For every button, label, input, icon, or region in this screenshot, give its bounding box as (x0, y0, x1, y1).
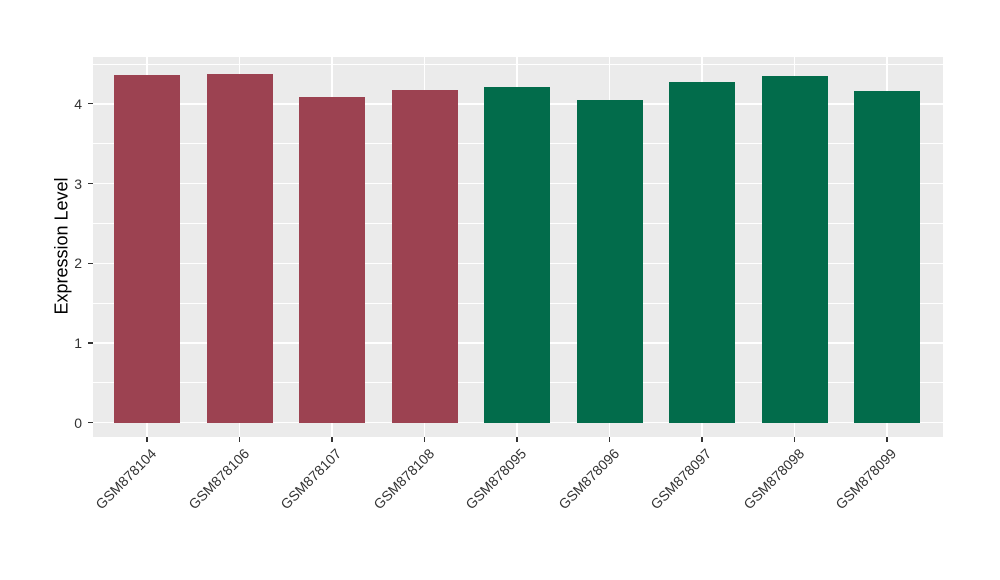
bar-GSM878106 (206, 73, 273, 423)
y-tick-mark (88, 183, 93, 185)
x-tick-label: GSM878097 (647, 445, 715, 513)
x-tick-label: GSM878108 (370, 445, 438, 513)
minor-gridline (93, 63, 943, 65)
x-tick-mark (608, 437, 611, 442)
x-tick-label: GSM878095 (462, 445, 530, 513)
x-tick-mark (146, 437, 148, 442)
y-tick-label: 1 (74, 335, 82, 351)
x-tick-label: GSM878096 (555, 445, 623, 513)
bar-GSM878099 (854, 91, 920, 423)
y-tick-mark (88, 422, 93, 424)
x-tick-mark (701, 437, 703, 442)
y-axis-title: Expression Level (51, 177, 72, 315)
x-tick-mark (238, 437, 241, 442)
bar-GSM878107 (299, 96, 365, 423)
major-gridline (93, 421, 943, 424)
bar-GSM878108 (391, 90, 458, 423)
x-tick-mark (793, 437, 796, 442)
y-tick-mark (88, 262, 93, 264)
y-tick-mark (88, 342, 93, 344)
y-tick-mark (88, 103, 93, 105)
x-tick-label: GSM878098 (740, 445, 808, 513)
y-tick-label: 0 (74, 414, 82, 431)
y-tick-label: 2 (74, 255, 82, 272)
bar-GSM878096 (576, 99, 643, 423)
bar-GSM878104 (114, 75, 180, 423)
plot-panel (93, 57, 943, 437)
x-tick-mark (886, 437, 888, 442)
x-tick-mark (331, 437, 333, 442)
bar-GSM878097 (669, 82, 735, 423)
y-tick-label: 4 (74, 95, 82, 112)
bar-GSM878098 (761, 76, 828, 423)
x-tick-label: GSM878099 (832, 445, 900, 513)
bar-GSM878095 (484, 87, 550, 423)
x-tick-label: GSM878106 (185, 445, 253, 513)
x-tick-label: GSM878104 (92, 445, 160, 513)
x-tick-label: GSM878107 (277, 445, 345, 513)
x-tick-mark (423, 437, 426, 442)
y-tick-label: 3 (74, 175, 82, 192)
x-tick-mark (516, 437, 518, 442)
